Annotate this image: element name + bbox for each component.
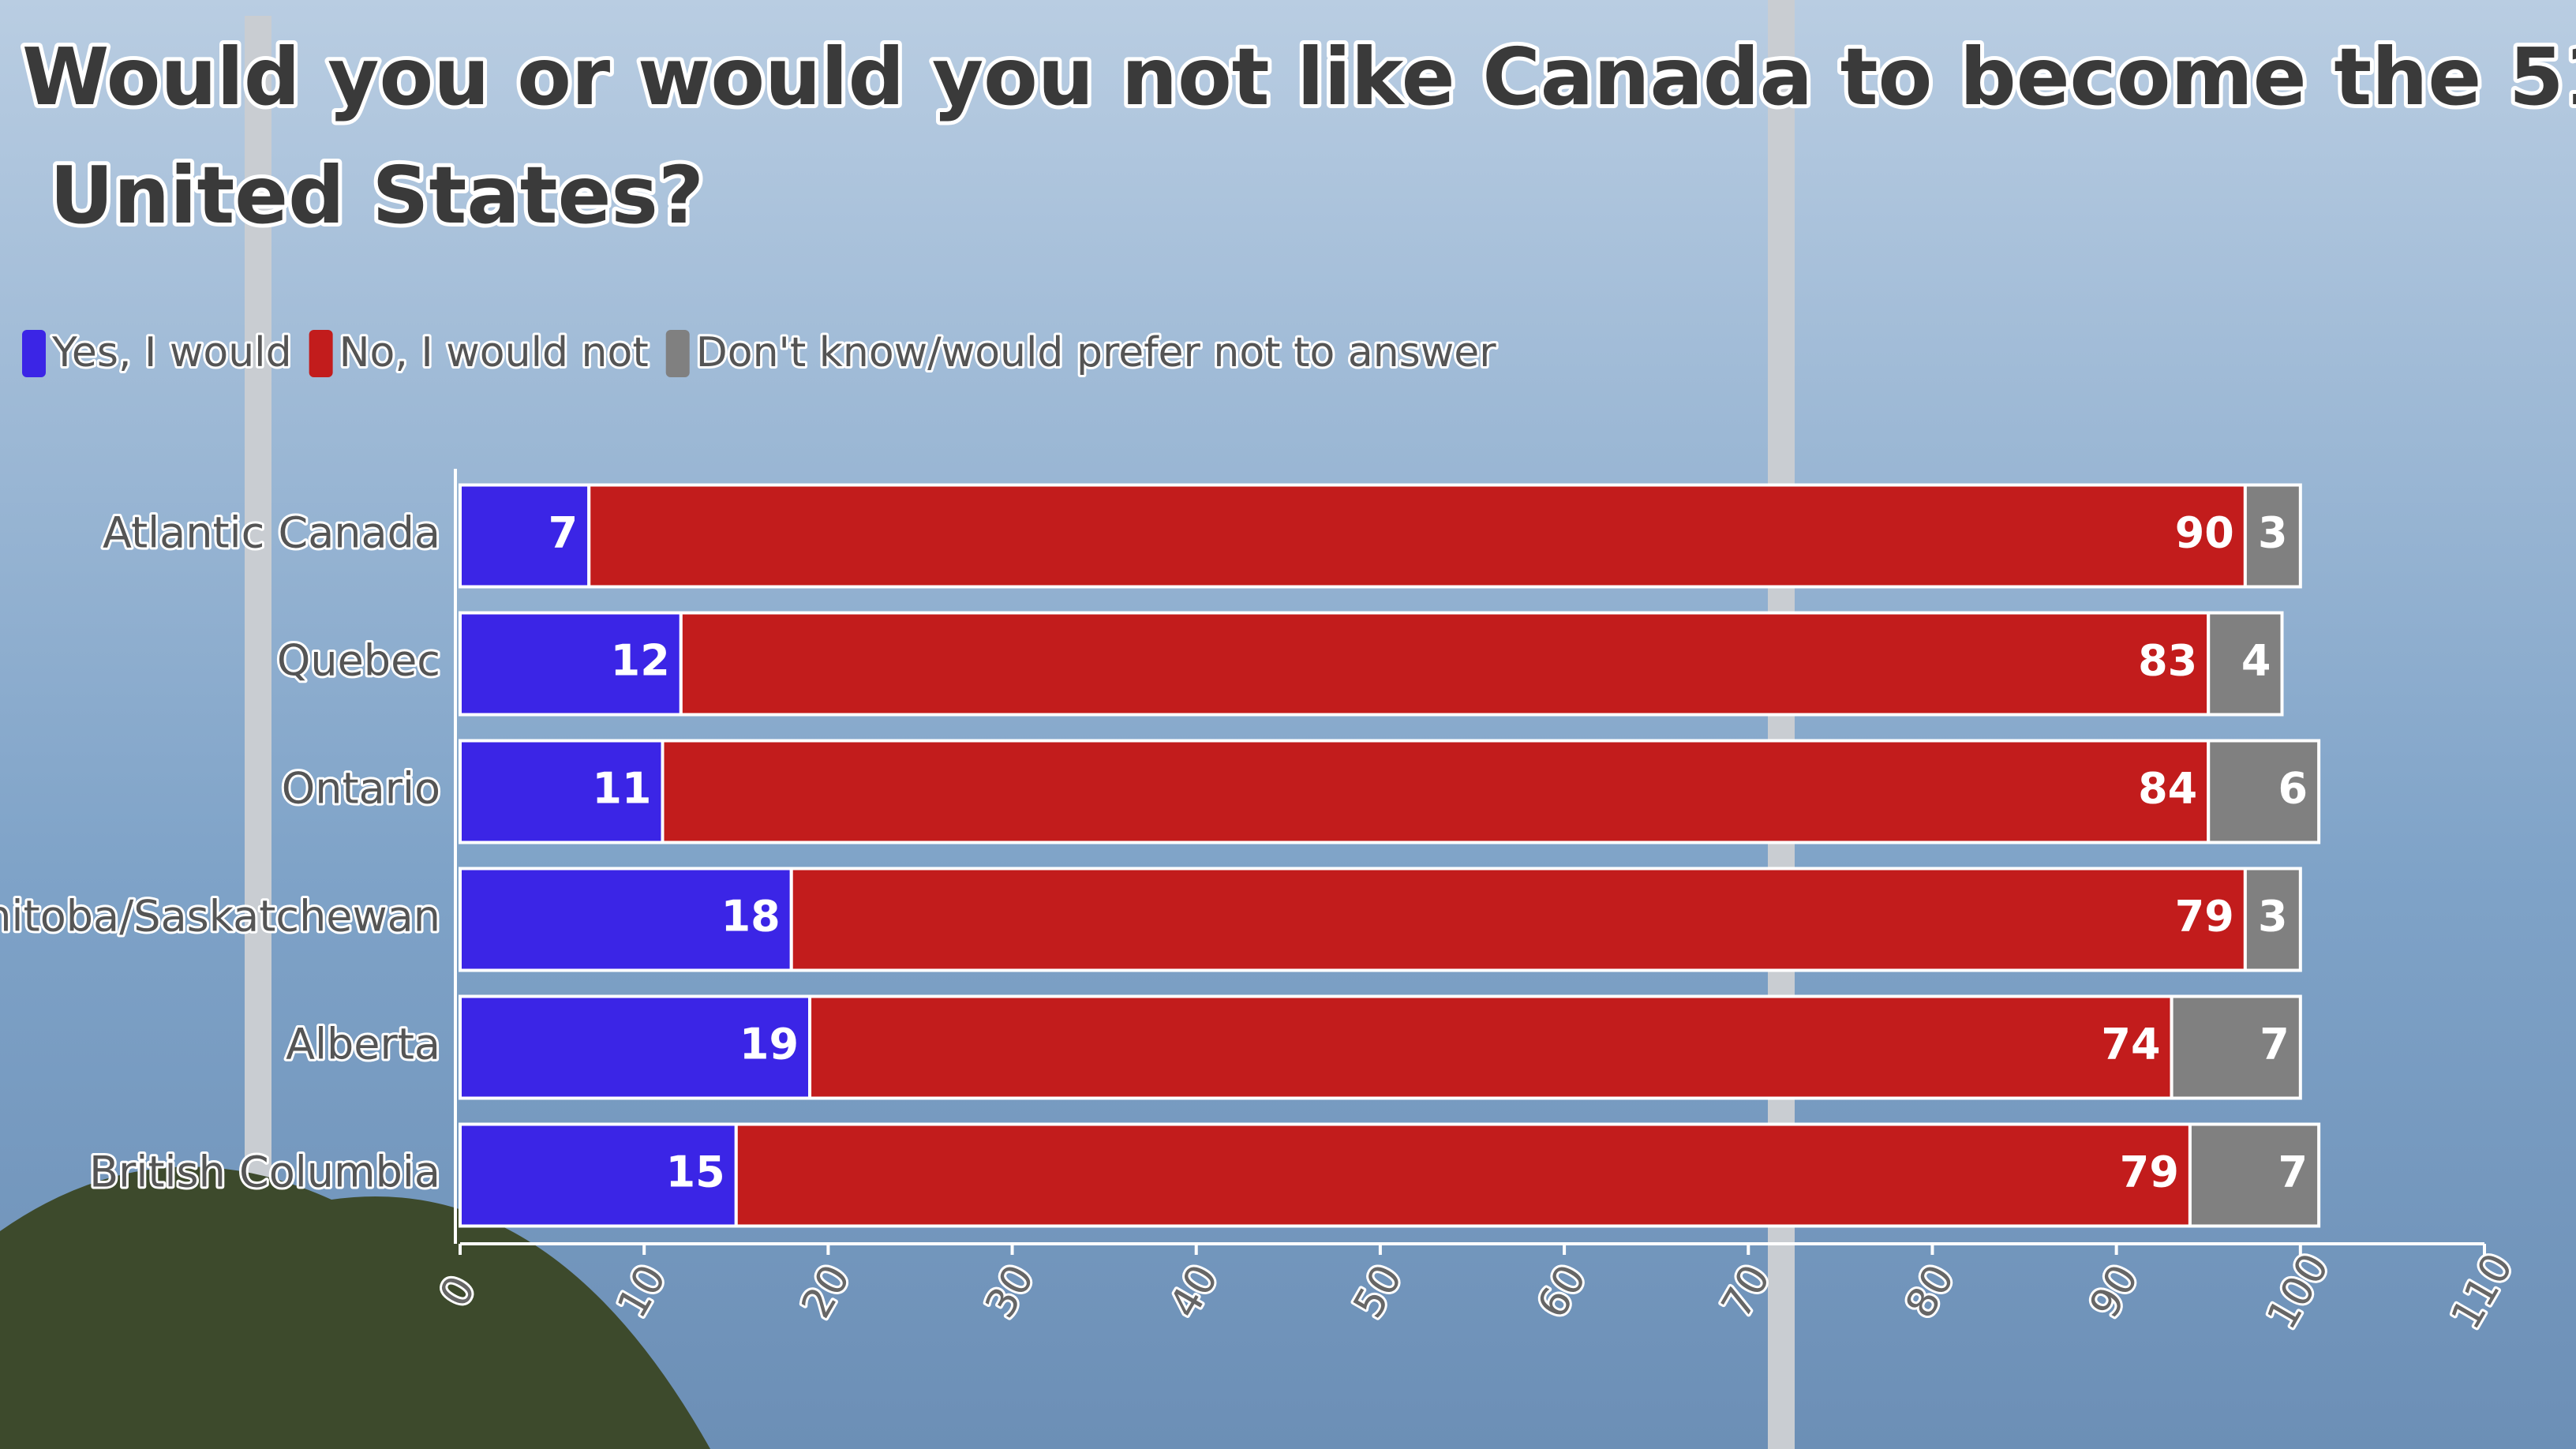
bar-segment (679, 611, 2211, 717)
value-label: 79 (2120, 1148, 2179, 1197)
bar-segment (459, 994, 812, 1100)
bar-segment (459, 1122, 738, 1228)
bar-segment (2188, 1122, 2321, 1228)
y-tick-label: Ontario (282, 764, 440, 814)
value-label: 83 (2138, 636, 2197, 686)
y-tick-label: Alberta (286, 1020, 440, 1069)
value-label: 12 (611, 636, 670, 686)
legend-swatch (22, 330, 46, 377)
legend-label: No, I would not (339, 329, 649, 376)
trees (0, 1166, 710, 1449)
value-label: 90 (2175, 508, 2234, 558)
legend-swatch (309, 330, 333, 377)
value-label: 3 (2258, 892, 2288, 942)
value-label: 6 (2278, 764, 2308, 814)
value-label: 7 (2278, 1148, 2308, 1197)
value-label: 74 (2101, 1020, 2160, 1069)
value-label: 7 (549, 508, 578, 558)
bar-segment (2207, 611, 2284, 717)
bar-segment (2243, 483, 2302, 589)
value-label: 4 (2241, 636, 2271, 686)
y-tick-label: Quebec (277, 636, 440, 686)
chart-title-line1: Would you or would you not like Canada t… (22, 31, 2576, 242)
value-label: 3 (2258, 508, 2288, 558)
y-tick-label: British Columbia (89, 1148, 440, 1197)
legend-label: Don't know/would prefer not to answer (696, 329, 1497, 376)
flagpole (1768, 0, 1795, 1449)
bar-segment (789, 867, 2247, 972)
y-tick-label: Atlantic Canada (103, 508, 440, 558)
value-label: 19 (739, 1020, 799, 1069)
bar-segment (459, 611, 683, 717)
value-label: 15 (666, 1148, 725, 1197)
value-label: 79 (2175, 892, 2234, 942)
value-label: 84 (2138, 764, 2197, 814)
legend-label: Yes, I would (51, 329, 292, 376)
value-label: 7 (2260, 1020, 2290, 1069)
bar-segment (734, 1122, 2192, 1228)
bar-segment (587, 483, 2247, 589)
bar-segment (2243, 867, 2302, 972)
bar-segment (459, 483, 591, 589)
legend-swatch (665, 330, 690, 377)
bar-segment (661, 739, 2211, 844)
bar-segment (808, 994, 2174, 1100)
value-label: 18 (721, 892, 781, 942)
bar-segment (2207, 739, 2321, 844)
bar-segment (2170, 994, 2302, 1100)
y-tick-label: Manitoba/Saskatchewan (0, 892, 440, 942)
value-label: 11 (592, 764, 651, 814)
bar-segment (459, 867, 793, 972)
